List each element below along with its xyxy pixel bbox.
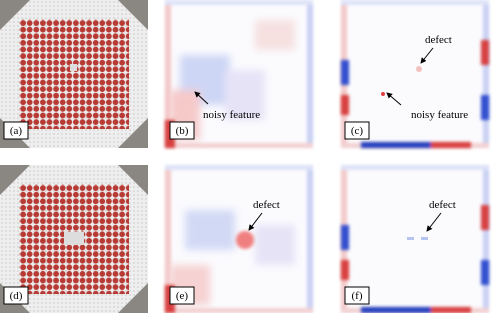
panel-label: (a)	[10, 125, 23, 137]
panel-label: (c)	[351, 125, 364, 137]
label-box	[169, 286, 195, 305]
panel-label: (e)	[176, 290, 189, 302]
label-box	[169, 121, 195, 140]
annotation: noisy feature	[203, 109, 260, 121]
panel-label: (d)	[10, 290, 23, 302]
annotation: defect	[425, 34, 452, 46]
annotation: defect	[253, 199, 280, 211]
panel-label: (b)	[176, 125, 189, 137]
panel-labels: (a) (b) (c) (d) (e) (f)	[3, 121, 370, 305]
annotation: noisy feature	[411, 109, 468, 121]
panel-label: (f)	[352, 290, 363, 302]
annotation: defect	[429, 199, 456, 211]
label-box	[3, 286, 29, 305]
label-box	[3, 121, 29, 140]
label-box	[344, 286, 370, 305]
panel-f: defect	[341, 165, 489, 313]
panel-d	[0, 165, 148, 313]
label-box	[344, 121, 370, 140]
panel-c: defect noisy feature	[341, 0, 489, 148]
panel-e: defect	[165, 165, 313, 313]
panel-a	[0, 0, 148, 148]
